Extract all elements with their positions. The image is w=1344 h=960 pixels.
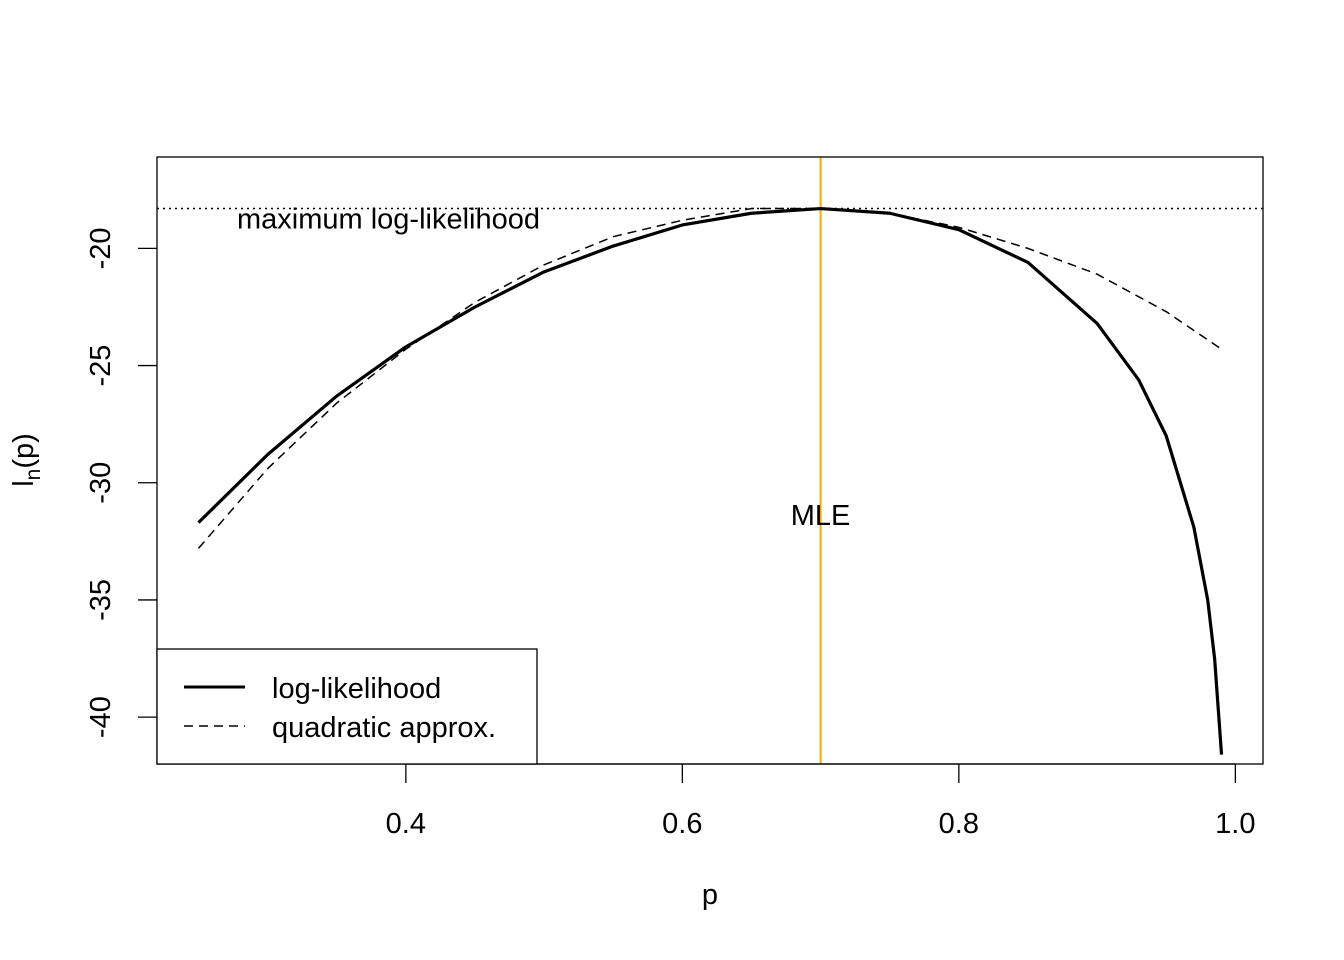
y-tick-label: -40 [85,696,117,738]
legend-box [156,648,538,765]
y-tick-label: -25 [85,345,117,387]
x-axis-title: p [702,879,718,911]
x-tick-label: 1.0 [1215,808,1255,840]
y-axis-title-suffix: (p) [8,433,40,468]
legend: log-likelihood quadratic approx. [156,648,538,765]
y-tick-label: -20 [85,227,117,269]
x-tick-label: 0.8 [939,808,979,840]
plot-area [157,157,1263,764]
x-tick-label: 0.4 [386,808,426,840]
legend-label-quadratic-approx: quadratic approx. [272,712,496,744]
mle-label: MLE [791,500,851,532]
x-tick-label: 0.6 [662,808,702,840]
axes: 0.4 0.6 0.8 1.0 -20 -25 -30 -35 -40 [85,156,1264,840]
y-tick-label: -30 [85,462,117,504]
legend-label-log-likelihood: log-likelihood [272,673,441,705]
y-axis-title-subscript: n [22,469,45,481]
y-axis-title: ln(p) [8,433,45,487]
y-axis-title-main: l [8,480,40,486]
max-loglik-label: maximum log-likelihood [237,204,540,236]
series-line-quadratic-approx- [197,207,1222,549]
plot-content: maximum log-likelihood MLE [157,157,1263,764]
y-tick-label: -35 [85,579,117,621]
